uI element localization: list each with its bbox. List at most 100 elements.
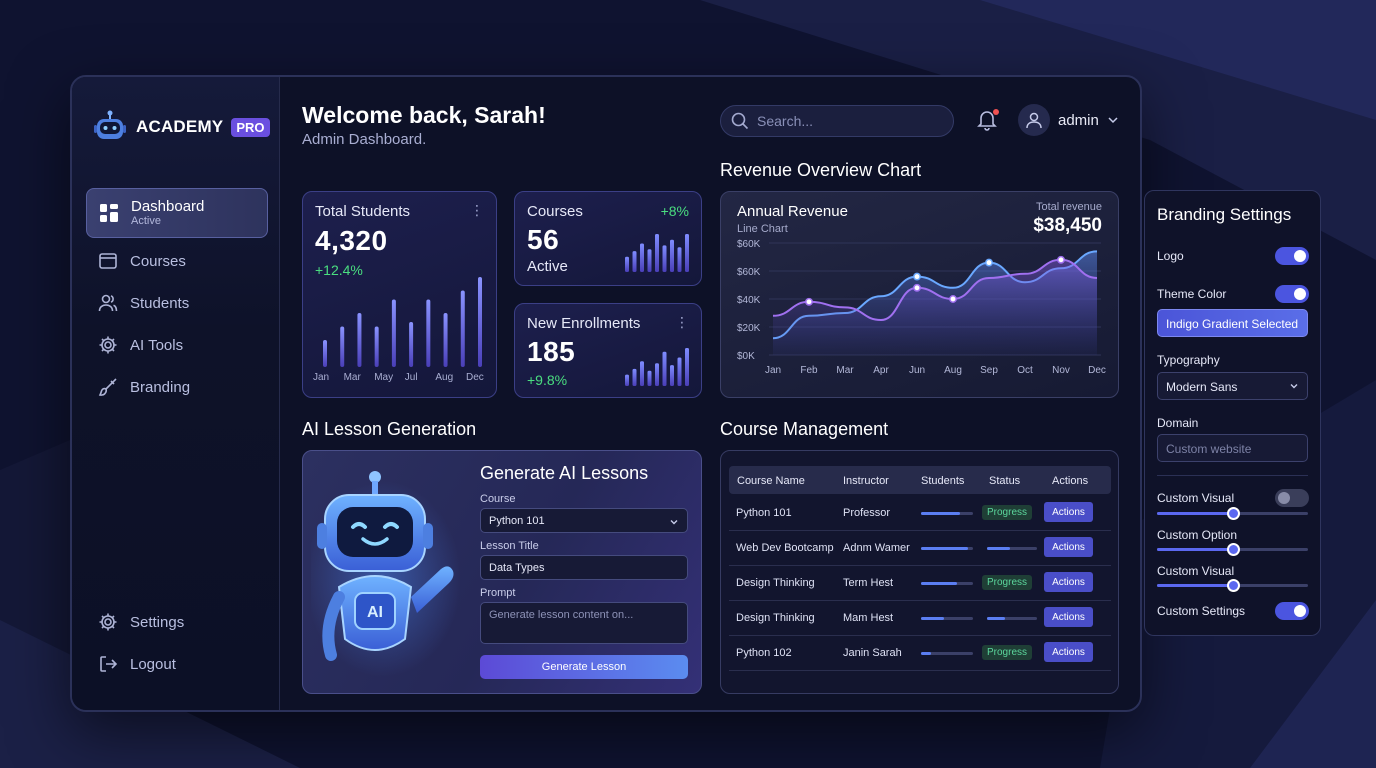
bar: [625, 256, 629, 272]
custom-visual-2-label: Custom Visual: [1157, 564, 1235, 578]
divider: [1157, 475, 1308, 476]
domain-label: Domain: [1157, 416, 1199, 430]
x-tick-label: Jun: [909, 365, 925, 376]
more-icon[interactable]: ⋮: [470, 202, 484, 218]
brand-pro-badge: PRO: [231, 117, 270, 137]
bar: [625, 374, 629, 386]
sidebar-item-branding[interactable]: Branding: [86, 367, 268, 407]
theme-color-selection[interactable]: Indigo Gradient Selected: [1157, 309, 1308, 337]
course-select[interactable]: Python 101: [480, 508, 688, 533]
brand-logo[interactable]: ACADEMY PRO: [92, 109, 270, 145]
prompt-textarea[interactable]: Generate lesson content on...: [480, 602, 688, 644]
revenue-total: $38,450: [1033, 215, 1102, 236]
course-management-card: Course Name Instructor Students Status A…: [720, 450, 1119, 694]
slider-knob[interactable]: [1226, 543, 1240, 556]
bar: [685, 348, 689, 386]
bar: [323, 340, 327, 367]
actions-button[interactable]: Actions: [1044, 502, 1093, 522]
actions-button[interactable]: Actions: [1044, 607, 1093, 627]
domain-input[interactable]: Custom website: [1157, 434, 1308, 462]
slider-knob[interactable]: [1226, 579, 1240, 592]
status-progress: [987, 547, 1037, 550]
search-input[interactable]: Search...: [720, 105, 954, 137]
slider-knob[interactable]: [1226, 507, 1240, 520]
status-badge: Progress: [982, 505, 1033, 520]
month-label: Jul: [404, 372, 418, 383]
custom-settings-toggle[interactable]: [1275, 602, 1309, 620]
theme-color-toggle[interactable]: [1275, 285, 1309, 303]
lesson-title-input[interactable]: Data Types: [480, 555, 688, 580]
sidebar: ACADEMY PRO Dashboard Active Courses Stu…: [72, 77, 280, 710]
courses-value: 56: [527, 224, 560, 255]
students-progress: [921, 652, 973, 655]
page-title: Welcome back, Sarah!: [302, 102, 546, 128]
sidebar-item-students[interactable]: Students: [86, 283, 268, 323]
card-title: Total Students: [315, 203, 411, 220]
user-menu[interactable]: admin: [1018, 104, 1119, 136]
course-name: Python 102: [736, 647, 792, 659]
sidebar-item-label: Students: [130, 294, 190, 312]
revenue-card: Annual Revenue Line Chart Total revenue …: [720, 191, 1119, 398]
logo-toggle[interactable]: [1275, 247, 1309, 265]
students-progress: [921, 547, 973, 550]
table-row[interactable]: Design Thinking Term Hest Progress Actions: [729, 566, 1111, 601]
instructor-name: Professor: [843, 507, 891, 519]
actions-button[interactable]: Actions: [1044, 572, 1093, 592]
search-placeholder: Search...: [757, 113, 814, 129]
table-row[interactable]: Python 101 Professor Progress Actions: [729, 496, 1111, 531]
custom-visual-toggle[interactable]: [1275, 489, 1309, 507]
logo-label: Logo: [1157, 249, 1184, 263]
notifications-button[interactable]: [977, 109, 999, 131]
typography-value: Modern Sans: [1166, 380, 1238, 394]
actions-button[interactable]: Actions: [1044, 537, 1093, 557]
sidebar-item-courses[interactable]: Courses: [86, 241, 268, 281]
branding-title: Branding Settings: [1157, 205, 1292, 224]
sidebar-item-dashboard[interactable]: Dashboard Active: [86, 188, 268, 238]
sidebar-item-settings[interactable]: Settings: [86, 602, 268, 642]
x-tick-label: Jan: [765, 365, 781, 376]
chevron-down-icon: [670, 520, 678, 525]
sidebar-item-label: Dashboard: [131, 198, 205, 216]
x-tick-label: Apr: [873, 365, 889, 376]
total-students-change: +12.4%: [315, 262, 363, 278]
search-icon: [731, 112, 749, 130]
logout-icon: [100, 656, 118, 672]
generate-lesson-button[interactable]: Generate Lesson: [480, 655, 688, 679]
table-row[interactable]: Design Thinking Mam Hest Actions: [729, 601, 1111, 636]
month-label: May: [374, 372, 394, 383]
ai-section-title: AI Lesson Generation: [302, 419, 477, 439]
custom-visual-slider[interactable]: [1157, 507, 1308, 520]
sidebar-item-ai-tools[interactable]: AI Tools: [86, 325, 268, 365]
courses-card: Courses +8% 56 Active: [514, 191, 702, 286]
bar: [655, 234, 659, 272]
data-point: [1057, 255, 1065, 264]
lesson-title-label: Lesson Title: [480, 540, 539, 552]
instructor-name: Term Hest: [843, 577, 894, 589]
y-tick-label: $40K: [737, 295, 761, 306]
status-badge: Progress: [982, 645, 1033, 660]
data-point: [913, 283, 921, 292]
page-subtitle: Admin Dashboard.: [302, 131, 427, 148]
more-icon[interactable]: ⋮: [675, 314, 689, 330]
table-row[interactable]: Python 102 Janin Sarah Progress Actions: [729, 636, 1111, 671]
students-progress: [921, 512, 973, 515]
month-label: Dec: [466, 372, 484, 383]
students-bar-chart: [323, 277, 482, 367]
bar: [391, 299, 396, 367]
courses-change: +8%: [660, 203, 689, 219]
custom-visual-2-slider[interactable]: [1157, 579, 1308, 592]
custom-option-slider[interactable]: [1157, 543, 1308, 556]
status-badge: Progress: [982, 575, 1033, 590]
course-name: Python 101: [736, 507, 792, 519]
bar: [677, 357, 682, 386]
app-window: ACADEMY PRO Dashboard Active Courses Stu…: [70, 75, 1142, 712]
typography-select[interactable]: Modern Sans: [1157, 372, 1308, 400]
column-header: Students: [921, 475, 965, 487]
x-tick-label: Nov: [1052, 365, 1070, 376]
table-row[interactable]: Web Dev Bootcamp Adnm Wamer Actions: [729, 531, 1111, 566]
revenue-line-chart: $0K $20K $40K $60K $60K Jan Feb Mar Apr Jun Aug Sep…: [737, 239, 1106, 376]
students-progress-fill: [921, 617, 945, 620]
bar: [340, 326, 345, 367]
actions-button[interactable]: Actions: [1044, 642, 1093, 662]
sidebar-item-logout[interactable]: Logout: [86, 644, 268, 684]
